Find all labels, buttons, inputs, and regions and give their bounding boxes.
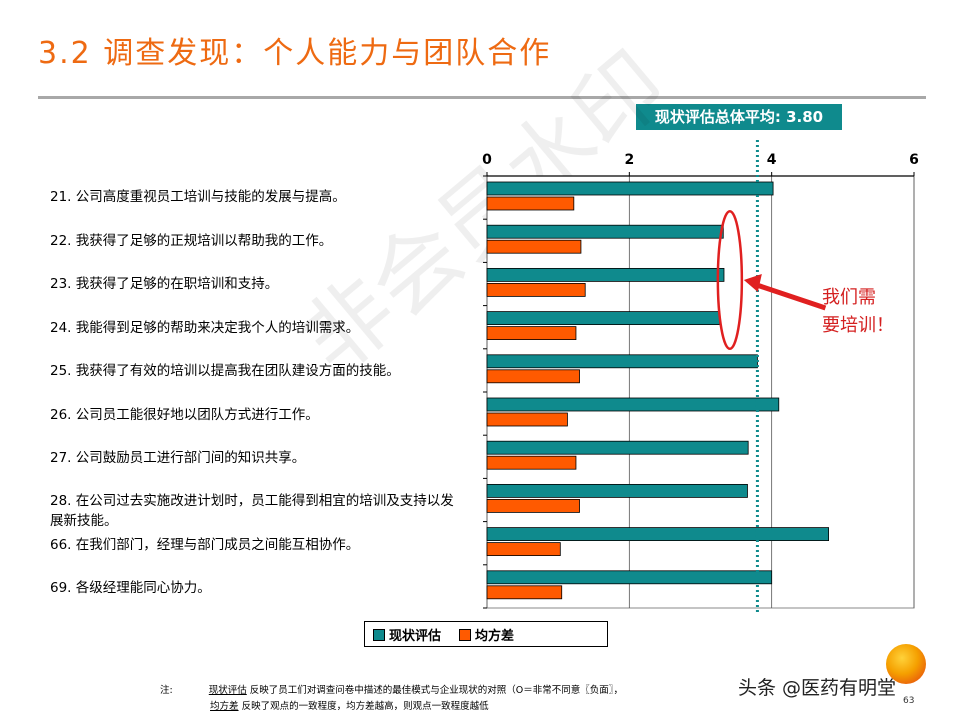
bar-current <box>486 267 725 282</box>
question-item: 25. 我获得了有效的培训以提高我在团队建设方面的技能。 <box>50 361 462 381</box>
footnote-prefix: 注: <box>160 685 173 696</box>
bar-current <box>486 354 758 369</box>
sun-logo <box>886 644 926 684</box>
x-tick-label: 6 <box>909 152 919 168</box>
callout-arrow <box>753 281 827 311</box>
bar-chart: 0 2 4 6 <box>482 140 919 612</box>
bar-stddev <box>486 369 580 384</box>
bar-stddev <box>486 542 561 557</box>
question-text: 公司员工能很好地以团队方式进行工作。 <box>75 407 319 423</box>
footnote: 注: 现状评估 反映了员工们对调查问卷中描述的最佳模式与企业现状的对照（O＝非常… <box>160 683 900 715</box>
legend-swatch-stddev <box>459 629 471 641</box>
question-text: 在公司过去实施改进计划时，员工能得到相宜的培训及支持以发展新技能。 <box>50 493 454 529</box>
bar-stddev <box>486 326 577 341</box>
legend-swatch-current <box>373 629 385 641</box>
question-text: 我获得了足够的正规培训以帮助我的工作。 <box>75 233 333 249</box>
question-number: 26. <box>50 407 72 423</box>
bar-current <box>486 483 748 498</box>
x-tick-label: 2 <box>624 152 634 168</box>
question-text: 公司高度重视员工培训与技能的发展与提高。 <box>75 189 346 205</box>
question-number: 66. <box>50 537 72 553</box>
bar-current <box>486 570 773 585</box>
question-item: 23. 我获得了足够的在职培训和支持。 <box>50 274 470 294</box>
question-text: 各级经理能同心协力。 <box>75 580 211 596</box>
footnote-term: 均方差 <box>210 701 239 712</box>
question-number: 21. <box>50 189 72 205</box>
callout-arrowhead <box>743 274 762 292</box>
page-title: 3.2 调查发现：个人能力与团队合作 <box>38 36 552 71</box>
question-item: 22. 我获得了足够的正规培训以帮助我的工作。 <box>50 231 470 251</box>
question-text: 我能得到足够的帮助来决定我个人的培训需求。 <box>75 320 360 336</box>
question-item: 28. 在公司过去实施改进计划时，员工能得到相宜的培训及支持以发展新技能。 <box>50 491 462 531</box>
highlight-ellipse <box>716 209 744 351</box>
bar-stddev <box>486 196 575 211</box>
question-text: 公司鼓励员工进行部门间的知识共享。 <box>75 450 306 466</box>
footnote-term: 现状评估 <box>208 685 247 696</box>
page-number: 63 <box>903 696 915 706</box>
title-divider <box>38 96 926 99</box>
legend-label-current: 现状评估 <box>389 629 442 644</box>
average-badge: 现状评估总体平均: 3.80 <box>636 104 842 130</box>
legend-label-stddev: 均方差 <box>475 629 515 644</box>
question-item: 69. 各级经理能同心协力。 <box>50 578 470 598</box>
question-number: 69. <box>50 580 72 596</box>
bar-current <box>486 397 780 412</box>
x-tick-label: 4 <box>767 152 777 168</box>
question-item: 26. 公司员工能很好地以团队方式进行工作。 <box>50 405 470 425</box>
brand-watermark: 头条 @医药有明堂 <box>738 677 897 699</box>
footnote-line: 均方差 反映了观点的一致程度，均方差越高，则观点一致程度越低 <box>160 699 900 715</box>
bar-stddev <box>486 585 563 600</box>
question-item: 21. 公司高度重视员工培训与技能的发展与提高。 <box>50 187 470 207</box>
bar-stddev <box>486 239 582 254</box>
footnote-text: 反映了观点的一致程度，均方差越高，则观点一致程度越低 <box>238 701 489 712</box>
x-tick-label: 0 <box>482 152 492 168</box>
footnote-line: 注: 现状评估 反映了员工们对调查问卷中描述的最佳模式与企业现状的对照（O＝非常… <box>160 683 900 699</box>
bar-current <box>486 527 830 542</box>
question-text: 我获得了有效的培训以提高我在团队建设方面的技能。 <box>75 363 400 379</box>
footnote-text: 反映了员工们对调查问卷中描述的最佳模式与企业现状的对照（O＝非常不同意〖负面〗， <box>246 685 624 696</box>
question-number: 28. <box>50 493 72 509</box>
bar-stddev <box>486 455 577 470</box>
question-item: 24. 我能得到足够的帮助来决定我个人的培训需求。 <box>50 318 470 338</box>
bar-stddev <box>486 498 580 513</box>
callout-line: 我们需 <box>822 287 876 308</box>
question-number: 23. <box>50 276 72 292</box>
callout-line: 要培训！ <box>822 315 894 336</box>
bar-current <box>486 440 749 455</box>
question-item: 27. 公司鼓励员工进行部门间的知识共享。 <box>50 448 470 468</box>
question-number: 24. <box>50 320 72 336</box>
question-number: 27. <box>50 450 72 466</box>
bar-current <box>486 224 724 239</box>
chart-legend: 现状评估 均方差 <box>364 621 608 647</box>
bar-stddev <box>486 282 586 297</box>
callout-text: 我们需 要培训！ <box>822 284 894 340</box>
question-item: 66. 在我们部门，经理与部门成员之间能互相协作。 <box>50 535 470 555</box>
question-number: 25. <box>50 363 72 379</box>
question-text: 在我们部门，经理与部门成员之间能互相协作。 <box>75 537 360 553</box>
question-number: 22. <box>50 233 72 249</box>
bar-stddev <box>486 412 568 427</box>
question-text: 我获得了足够的在职培训和支持。 <box>75 276 279 292</box>
bar-current <box>486 181 774 196</box>
bar-current <box>486 311 721 326</box>
